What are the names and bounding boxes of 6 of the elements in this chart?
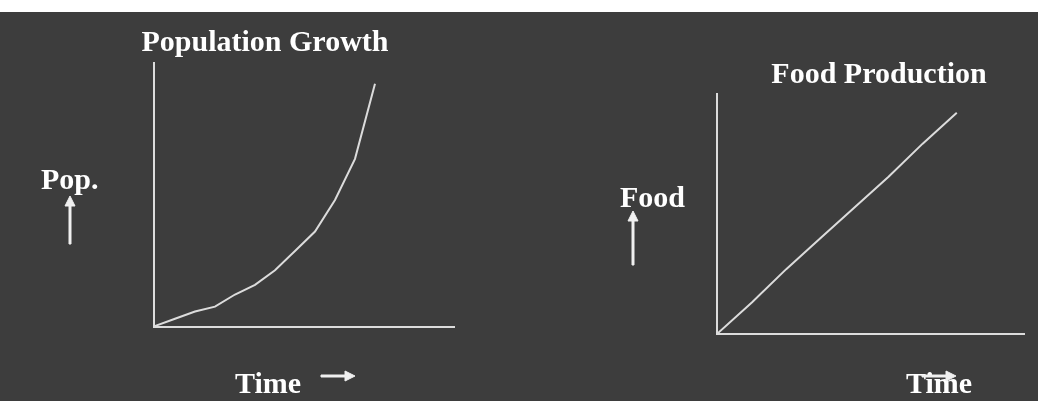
y-axis-title: Food (620, 180, 686, 213)
chart-title: Population Growth (141, 23, 389, 57)
y-axis-title: Pop. (41, 162, 99, 195)
x-axis-title: Time (235, 366, 302, 399)
x-axis-title: Time (906, 366, 973, 399)
chart-title: Food Production (771, 55, 987, 89)
